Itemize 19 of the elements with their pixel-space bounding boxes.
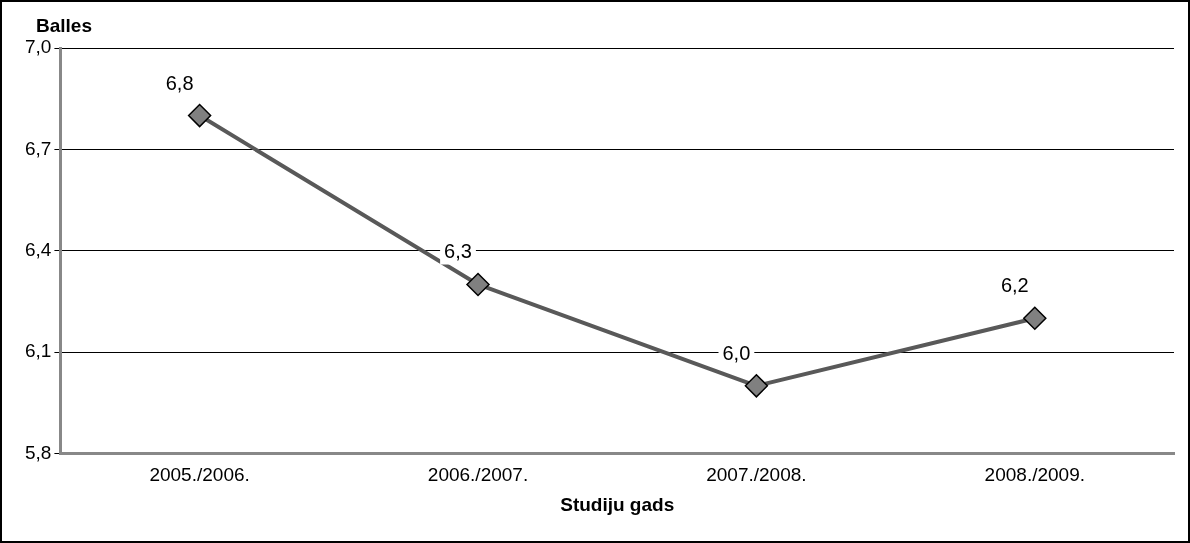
data-label: 6,0 (722, 341, 751, 364)
y-tick-label: 6,4 (24, 238, 52, 260)
y-axis-title: Balles (36, 15, 92, 36)
y-tick-label: 7,0 (24, 36, 52, 58)
point (466, 272, 490, 297)
x-tick-label: 2005./2006. (149, 464, 250, 486)
x-tick-label: 2006./2007. (427, 464, 529, 486)
y-tick-label: 6,1 (24, 340, 52, 362)
x-tick-label: 2007./2008. (706, 464, 807, 486)
y-tick-label: 5,8 (24, 441, 52, 463)
point (1023, 306, 1047, 331)
x-tick-label: 2008./2009. (984, 464, 1085, 486)
data-label: 6,3 (444, 240, 472, 263)
point (744, 374, 769, 398)
y-tick-label: 6,7 (24, 137, 52, 159)
point (187, 103, 212, 128)
data-label: 6,2 (1000, 274, 1029, 297)
data-label: 6,8 (165, 71, 194, 94)
x-axis-title: Studiju gads (560, 493, 675, 515)
